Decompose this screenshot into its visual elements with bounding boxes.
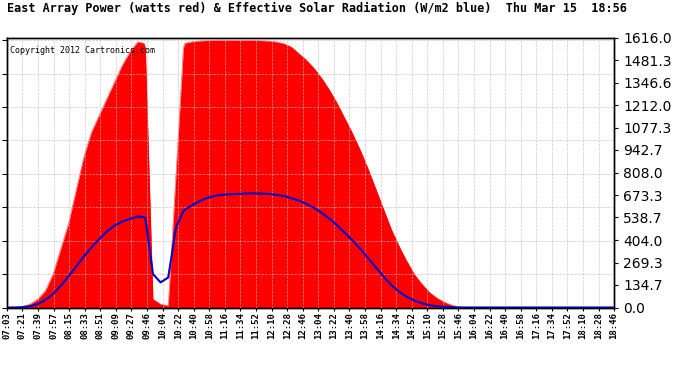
- Text: Copyright 2012 Cartronics.com: Copyright 2012 Cartronics.com: [10, 46, 155, 55]
- Text: East Array Power (watts red) & Effective Solar Radiation (W/m2 blue)  Thu Mar 15: East Array Power (watts red) & Effective…: [7, 2, 627, 15]
